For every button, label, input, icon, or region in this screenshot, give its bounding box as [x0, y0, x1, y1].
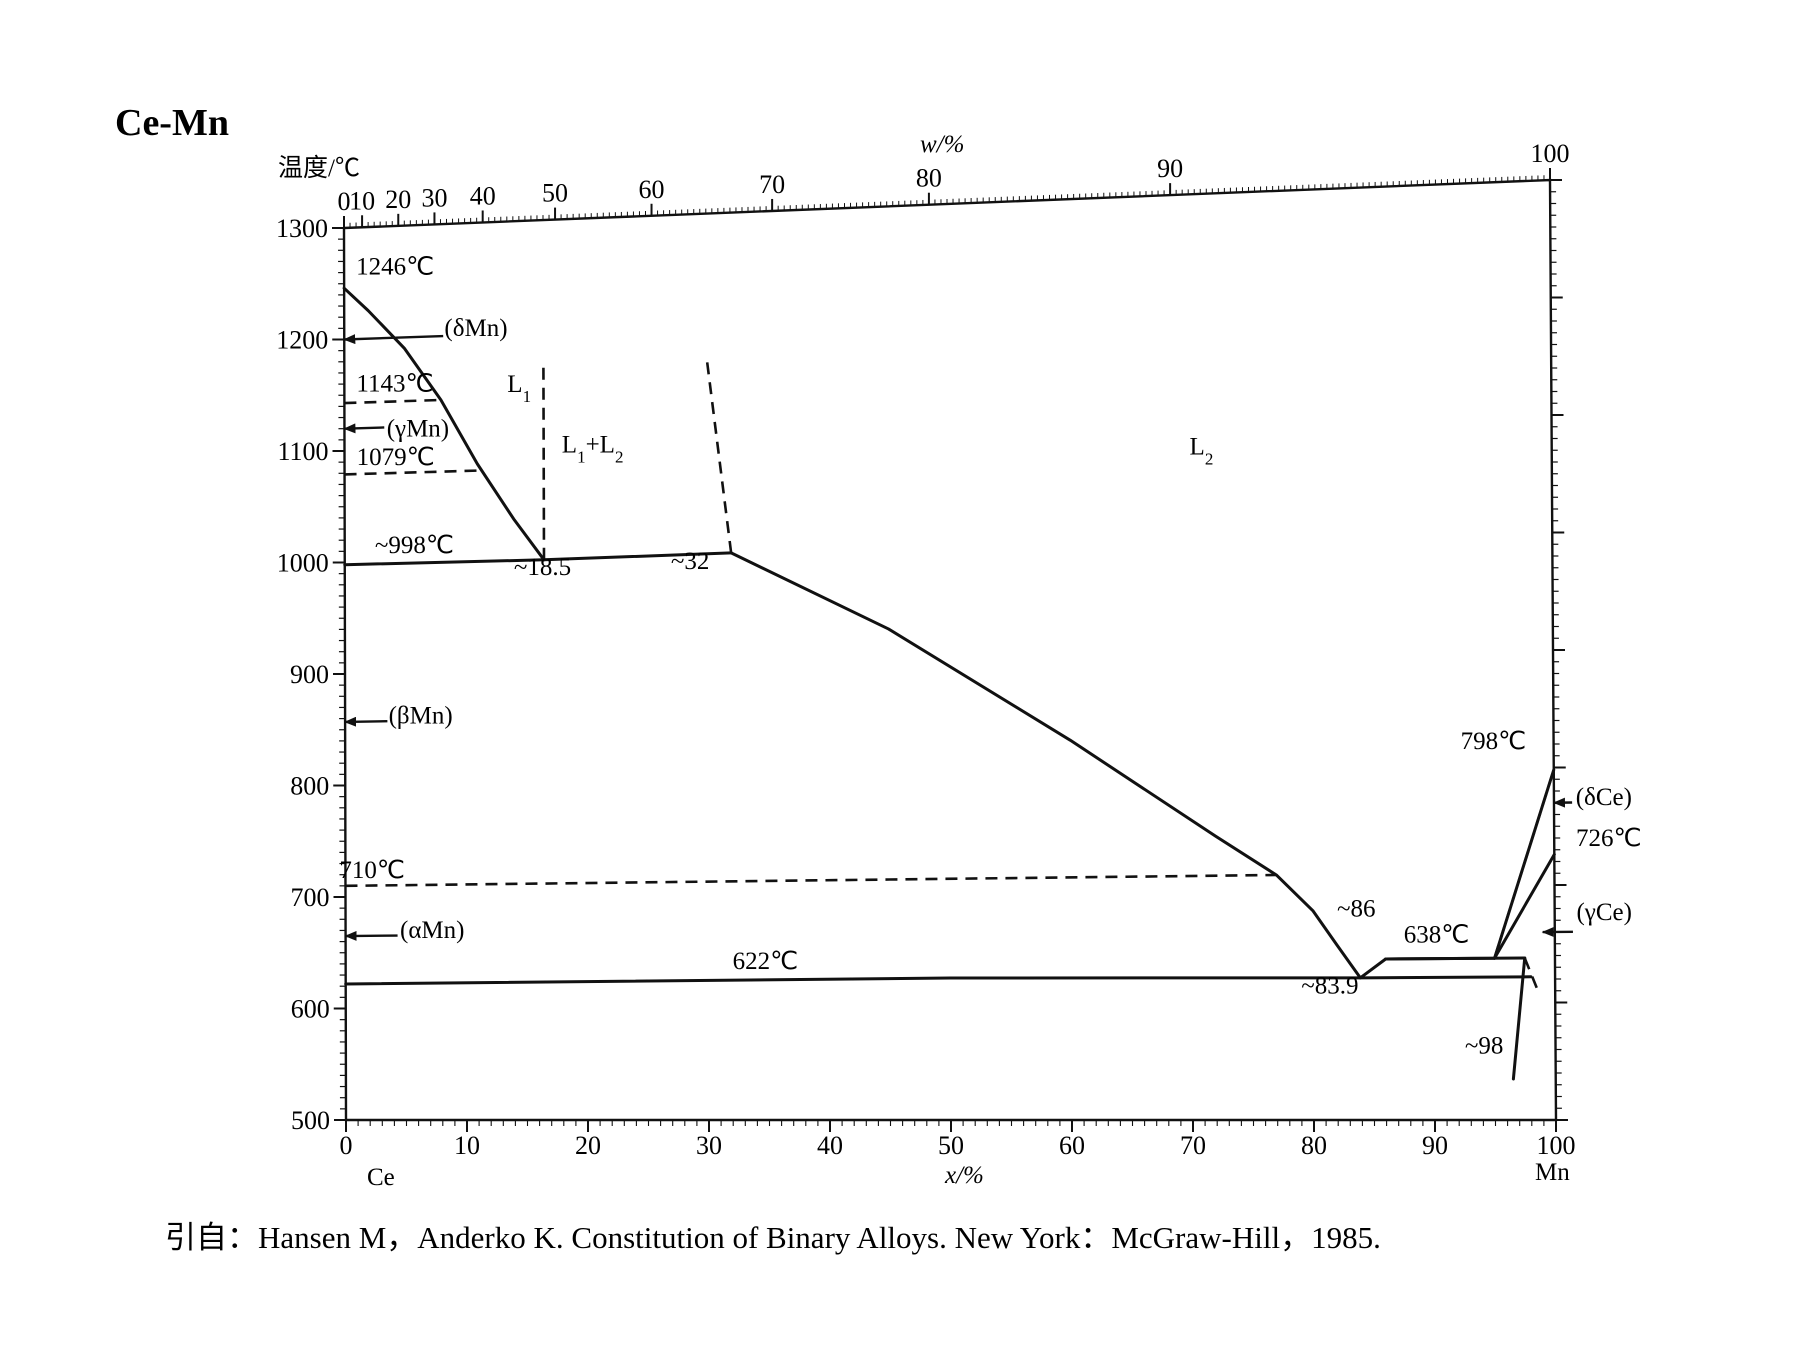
left-element-label: Ce [367, 1164, 395, 1191]
x-tick-label: 40 [817, 1131, 843, 1160]
peritectic-638 [1384, 956, 1527, 961]
miscibility-left [542, 360, 546, 560]
isotherm-1079 [344, 469, 478, 476]
top-tick-label: 70 [759, 170, 785, 199]
x-tick-label: 80 [1301, 1131, 1327, 1160]
annotation-label: 1079℃ [357, 444, 435, 471]
annotation-label: 726℃ [1576, 825, 1642, 852]
annotation-label: (γCe) [1576, 899, 1631, 926]
miscibility-right [705, 355, 733, 554]
y-axis-label: 温度/℃ [278, 154, 360, 182]
diagram-title: Ce-Mn [115, 102, 229, 144]
y-tick-label: 1300 [276, 214, 328, 243]
top-tick-label: 50 [542, 179, 568, 208]
annotation-label: 1143℃ [356, 371, 433, 398]
top-tick-label: 0 [338, 187, 351, 216]
top-tick-label: 60 [639, 175, 665, 204]
eutectic-622 [344, 975, 1533, 986]
top-tick-label: 10 [349, 186, 375, 215]
arrow-deltaMn [343, 334, 444, 345]
annotation-label: ~86 [1337, 895, 1376, 922]
annotation-label: (δCe) [1576, 784, 1632, 811]
x-tick-label: 10 [454, 1131, 480, 1160]
annotation-label: 1246℃ [356, 253, 434, 280]
top-tick-label: 30 [421, 183, 447, 212]
top-tick-label: 20 [385, 185, 411, 214]
x-tick-label: 90 [1422, 1131, 1448, 1160]
x-tick-label: 50 [938, 1131, 964, 1160]
annotation-label: ~98 [1465, 1032, 1504, 1059]
annotation-label: L1+L2 [562, 431, 624, 466]
x-tick-label: 30 [696, 1131, 722, 1160]
annotation-label: 622℃ [733, 948, 799, 975]
annotation-label: (βMn) [389, 702, 453, 729]
annotation-label: 638℃ [1404, 922, 1470, 949]
top-tick-label: 90 [1157, 154, 1183, 183]
annotation-label: ~18.5 [514, 554, 571, 581]
annotation-label: (αMn) [400, 917, 464, 944]
y-tick-label: 500 [291, 1106, 330, 1135]
arrow-gammaMn [343, 423, 385, 434]
annotation-label: ~32 [671, 548, 710, 575]
phase-lines [342, 286, 1556, 1081]
annotation-label: ~83.9 [1301, 972, 1358, 999]
annotation-label: L1 [507, 371, 531, 406]
right-element-label: Mn [1535, 1159, 1570, 1186]
y-tick-label: 1200 [276, 326, 328, 355]
arrows [343, 334, 1573, 941]
annotation-label: L2 [1190, 434, 1214, 469]
isotherm-710 [345, 873, 1277, 888]
top-tick-label: 100 [1531, 139, 1570, 168]
y-tick-label: 800 [290, 772, 329, 801]
dashed-deltaCe [1493, 769, 1556, 959]
x-tick-label: 60 [1059, 1131, 1085, 1160]
top-tick-label: 80 [916, 164, 942, 193]
annotation-label: ~998℃ [375, 532, 454, 559]
x-tick-label: 100 [1537, 1131, 1576, 1160]
citation: 引自：Hansen M，Anderko K. Constitution of B… [165, 1220, 1381, 1255]
top-tick-label: 40 [470, 181, 496, 210]
annotation-label: (δMn) [444, 315, 507, 342]
y-tick-label: 1100 [277, 437, 328, 466]
top-axis-label: w/% [920, 131, 964, 158]
arrow-betaMn [344, 716, 388, 727]
x-tick-label: 0 [340, 1131, 353, 1160]
annotation-label: 798℃ [1461, 728, 1527, 755]
y-tick-label: 600 [291, 995, 330, 1024]
y-tick-label: 1000 [277, 549, 329, 578]
x-axis-label: x/% [944, 1162, 984, 1189]
liquidus-L1 [342, 286, 546, 562]
x-tick-label: 70 [1180, 1131, 1206, 1160]
dashed-bottom-right [1523, 957, 1539, 989]
annotation-label: 710℃ [339, 857, 405, 884]
gammaCe-boundary [1492, 852, 1556, 960]
solvus-98 [1511, 956, 1527, 1081]
isotherm-1143 [344, 398, 441, 405]
annotations: 1246℃ (δMn) 1143℃ L1 (γMn) L1+L2 1079℃ L2 ~998℃ ~… [339, 253, 1641, 1059]
y-tick-label: 900 [290, 660, 329, 689]
y-tick-label: 700 [291, 883, 330, 912]
x-tick-label: 20 [575, 1131, 601, 1160]
liquidus-L2 [729, 551, 1362, 980]
annotation-label: (γMn) [387, 415, 449, 442]
